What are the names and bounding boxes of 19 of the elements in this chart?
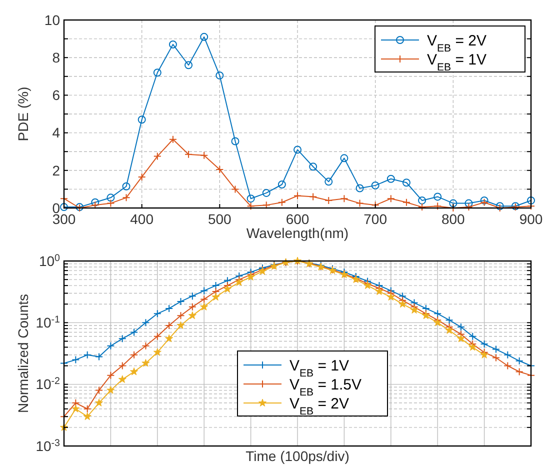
x-axis-title: Wavelength(nm) [246,225,349,241]
x-tick-label: 600 [286,211,310,227]
y-axis-title: PDE (%) [15,86,31,142]
x-tick-label: 400 [130,211,154,227]
y-tick-label: 4 [52,124,60,141]
y-tick-label: 10$^{0}$ [38,252,61,269]
y-tick-label: 10 [44,12,60,28]
x-tick-label: 500 [208,211,232,227]
y-tick-label: 10$^{-2}$ [36,376,60,392]
y-tick-label: 10$^{-1}$ [36,314,60,331]
x-tick-label: 800 [441,211,466,227]
x-tick-label: 900 [519,211,543,227]
y-tick-label: 8 [52,50,60,66]
x-axis-title: Time (100ps/div) [246,448,350,464]
y-tick-label: 6 [52,87,60,104]
y-tick-label: 10$^{-3}$ [36,437,61,454]
x-tick-label: 700 [364,211,388,227]
y-axis-title: Normalized Counts [15,294,31,414]
y-tick-label: 2 [52,162,60,178]
